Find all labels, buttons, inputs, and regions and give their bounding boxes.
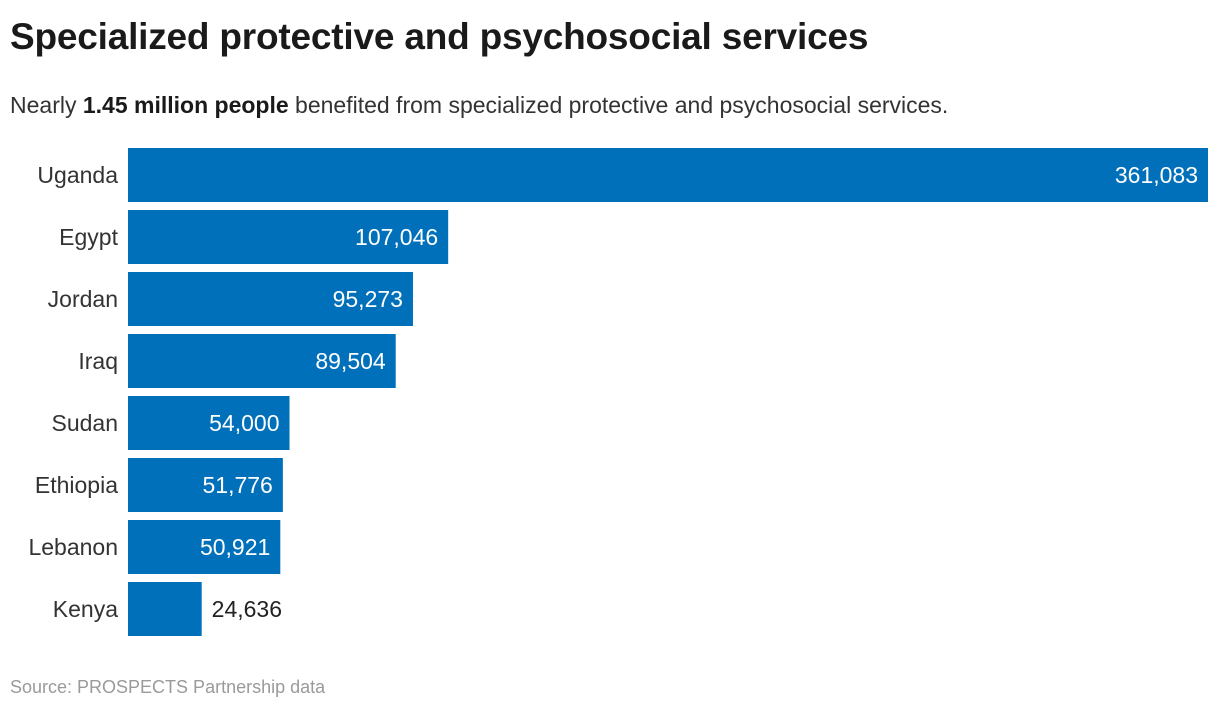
- source-note: Source: PROSPECTS Partnership data: [10, 677, 326, 697]
- subtitle-prefix: Nearly: [10, 92, 83, 118]
- chart-title: Specialized protective and psychosocial …: [10, 16, 869, 57]
- bar-jordan: [128, 272, 413, 326]
- bar-uganda: [128, 148, 1208, 202]
- bar-egypt: [128, 210, 449, 264]
- value-label-jordan: 95,273: [333, 286, 403, 312]
- bar-lebanon: [128, 520, 281, 574]
- category-label-ethiopia: Ethiopia: [35, 472, 118, 498]
- category-label-kenya: Kenya: [53, 596, 118, 622]
- subtitle-highlight: 1.45 million people: [82, 92, 289, 118]
- category-label-iraq: Iraq: [78, 348, 118, 374]
- category-label-lebanon: Lebanon: [28, 534, 118, 560]
- subtitle-suffix: benefited from specialized protective an…: [288, 92, 949, 118]
- value-label-uganda: 361,083: [1115, 162, 1198, 188]
- category-label-sudan: Sudan: [51, 410, 118, 436]
- value-label-lebanon: 50,921: [200, 534, 270, 560]
- value-label-sudan: 54,000: [209, 410, 279, 436]
- category-label-egypt: Egypt: [59, 224, 118, 250]
- value-label-kenya: 24,636: [212, 596, 282, 622]
- category-label-uganda: Uganda: [37, 162, 118, 188]
- bar-iraq: [128, 334, 396, 388]
- bar-ethiopia: [128, 458, 283, 512]
- value-label-iraq: 89,504: [315, 348, 386, 374]
- category-label-jordan: Jordan: [48, 286, 118, 312]
- value-label-egypt: 107,046: [355, 224, 438, 250]
- bar-kenya: [128, 582, 202, 636]
- chart-subtitle: Nearly 1.45 million people benefited fro…: [10, 92, 948, 119]
- value-label-ethiopia: 51,776: [203, 472, 273, 498]
- bar-sudan: [128, 396, 290, 450]
